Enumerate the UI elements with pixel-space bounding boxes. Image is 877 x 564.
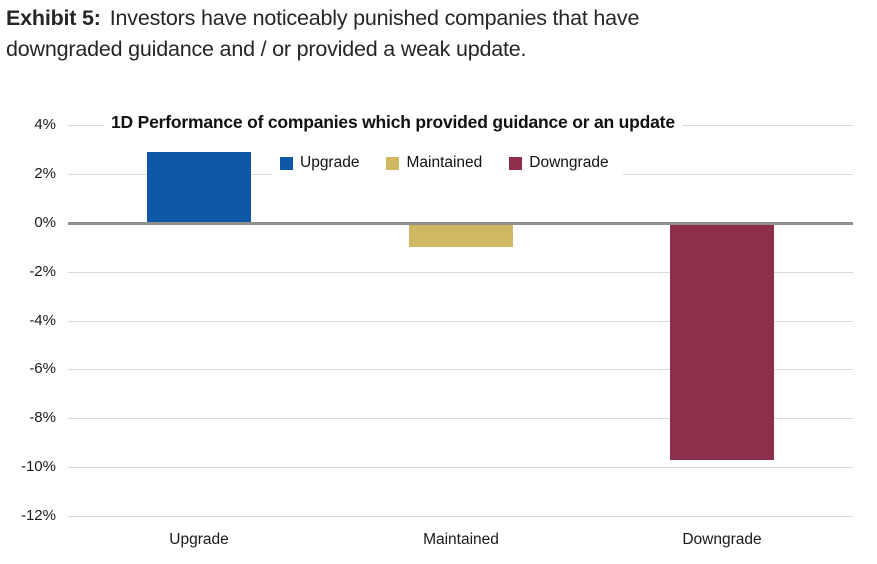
gridline bbox=[68, 272, 853, 273]
legend-swatch-icon bbox=[280, 156, 293, 170]
gridline bbox=[68, 369, 853, 370]
legend-swatch-icon bbox=[386, 156, 400, 170]
legend-label: Downgrade bbox=[529, 154, 609, 171]
gridline bbox=[68, 467, 853, 468]
exhibit-title-line1: Exhibit 5: Investors have noticeably puni… bbox=[6, 3, 866, 34]
legend-label: Maintained bbox=[406, 154, 483, 171]
x-category-label: Upgrade bbox=[169, 531, 229, 548]
chart-title: 1D Performance of companies which provid… bbox=[104, 108, 682, 136]
gridline bbox=[68, 418, 853, 419]
exhibit-label: Exhibit 5: bbox=[6, 6, 101, 30]
x-category-label: Downgrade bbox=[682, 531, 762, 548]
y-tick-label: -6% bbox=[29, 360, 56, 377]
y-tick-label: -12% bbox=[20, 507, 56, 524]
exhibit-sentence-start: Investors have noticeably punished compa… bbox=[109, 6, 640, 30]
legend-swatch-icon bbox=[509, 156, 523, 170]
y-tick-label: -4% bbox=[29, 312, 56, 329]
gridline bbox=[68, 321, 853, 322]
legend: Upgrade Maintained Downgrade bbox=[272, 150, 623, 176]
y-tick-label: 4% bbox=[34, 116, 56, 133]
exhibit-header: Exhibit 5: Investors have noticeably puni… bbox=[6, 3, 866, 65]
y-tick-label: 0% bbox=[34, 214, 56, 231]
gridline bbox=[68, 516, 853, 517]
y-tick-label: -8% bbox=[29, 409, 56, 426]
y-tick-label: -2% bbox=[29, 263, 56, 280]
zero-axis-line bbox=[68, 222, 853, 225]
exhibit-title-line2: downgraded guidance and / or provided a … bbox=[6, 37, 527, 61]
legend-label: Upgrade bbox=[300, 154, 360, 171]
legend-item-maintained: Maintained bbox=[386, 154, 482, 172]
legend-item-upgrade: Upgrade bbox=[280, 154, 359, 172]
y-tick-label: 2% bbox=[34, 165, 56, 182]
x-category-label: Maintained bbox=[423, 531, 499, 548]
y-tick-label: -10% bbox=[20, 458, 56, 475]
bar-maintained bbox=[409, 223, 513, 247]
bar-downgrade bbox=[670, 223, 774, 460]
legend-item-downgrade: Downgrade bbox=[509, 154, 609, 172]
bar-upgrade bbox=[147, 152, 251, 223]
